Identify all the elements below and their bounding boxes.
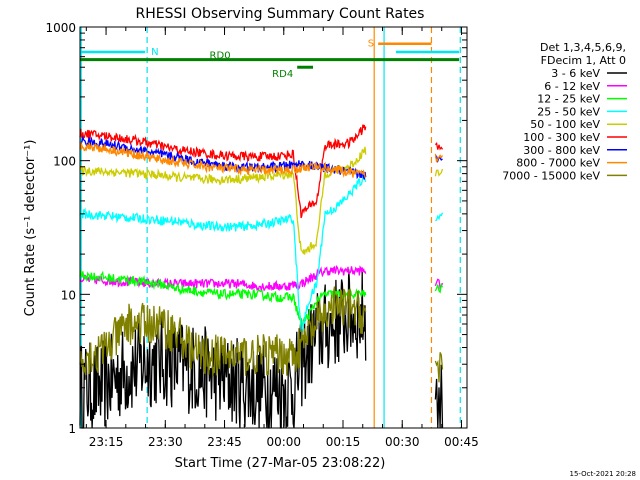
series-6-12-kev xyxy=(79,265,444,292)
chart-title: RHESSI Observing Summary Count Rates xyxy=(136,6,425,22)
series-tail-12-25-kev xyxy=(434,282,444,294)
series-12-25-kev xyxy=(79,270,444,327)
annotation-label-rd4: RD4 xyxy=(272,69,293,80)
series-tail-7000-15000-kev xyxy=(434,352,444,383)
y-tick-label-3: 100 xyxy=(53,155,76,169)
series-3-6-kev xyxy=(79,269,444,429)
legend-label-800-7000-kev: 800 - 7000 keV xyxy=(516,157,600,170)
series-line-100-300-kev xyxy=(79,124,367,219)
legend-header-line-1: Det 1,3,4,5,6,9, xyxy=(540,41,626,54)
legend-label-12-25-kev: 12 - 25 keV xyxy=(537,93,600,106)
series-tail-100-300-kev xyxy=(434,142,444,151)
y-tick-label-2: 10 xyxy=(61,288,76,302)
axis-ticks: 23:15 23:30 23:45 00:00 00:15 00:30 00:45 1 10 10… xyxy=(45,21,478,449)
series-line-800-7000-kev xyxy=(79,142,366,178)
x-tick-label-7: 00:45 xyxy=(444,435,479,449)
legend-label-7000-15000-kev: 7000 - 15000 keV xyxy=(502,169,600,182)
annotation-label-s: S xyxy=(368,39,374,50)
series-7000-15000-kev xyxy=(79,286,444,383)
annotation-label-n: N xyxy=(151,47,158,58)
y-axis-label: Count Rate (s⁻¹ detector⁻¹) xyxy=(23,140,38,317)
annotation-label-rd0: RD0 xyxy=(210,51,231,62)
legend-label-300-800-kev: 300 - 800 keV xyxy=(523,144,600,157)
legend-label-50-100-kev: 50 - 100 keV xyxy=(530,118,600,131)
series-tail-25-50-kev xyxy=(435,212,444,222)
y-tick-label-4: 1000 xyxy=(45,21,76,35)
series-line-25-50-kev xyxy=(79,174,367,334)
x-tick-label-6: 00:30 xyxy=(385,435,420,449)
series-tail-3-6-kev xyxy=(434,364,444,429)
series-line-50-100-kev xyxy=(79,146,367,255)
legend-label-6-12-kev: 6 - 12 keV xyxy=(544,80,600,93)
legend-label-3-6-kev: 3 - 6 keV xyxy=(551,67,600,80)
x-axis-label: Start Time (27-Mar-05 23:08:22) xyxy=(175,456,386,471)
x-tick-label-5: 00:15 xyxy=(326,435,361,449)
series-tail-800-7000-kev xyxy=(434,153,444,163)
legend-label-100-300-kev: 100 - 300 keV xyxy=(523,131,600,144)
generation-timestamp: 15-Oct-2021 20:28 xyxy=(570,470,636,478)
series-line-7000-15000-kev xyxy=(79,286,367,377)
series-100-300-kev xyxy=(79,124,444,219)
plot-frame xyxy=(79,26,468,429)
y-tick-label-1: 1 xyxy=(68,422,76,436)
legend-header-line-2: FDecim 1, Att 0 xyxy=(541,54,626,67)
x-tick-label-4: 00:00 xyxy=(266,435,301,449)
legend-label-25-50-kev: 25 - 50 keV xyxy=(537,105,600,118)
x-tick-label-1: 23:15 xyxy=(89,435,124,449)
series-50-100-kev xyxy=(79,146,444,255)
series-tail-50-100-kev xyxy=(434,168,444,177)
series-line-12-25-kev xyxy=(79,270,367,327)
series-800-7000-kev xyxy=(79,142,444,178)
series-25-50-kev xyxy=(79,174,444,334)
x-tick-label-2: 23:30 xyxy=(148,435,183,449)
plot-data-layer: N RD0 RD4 S xyxy=(79,27,461,429)
x-tick-label-3: 23:45 xyxy=(207,435,242,449)
